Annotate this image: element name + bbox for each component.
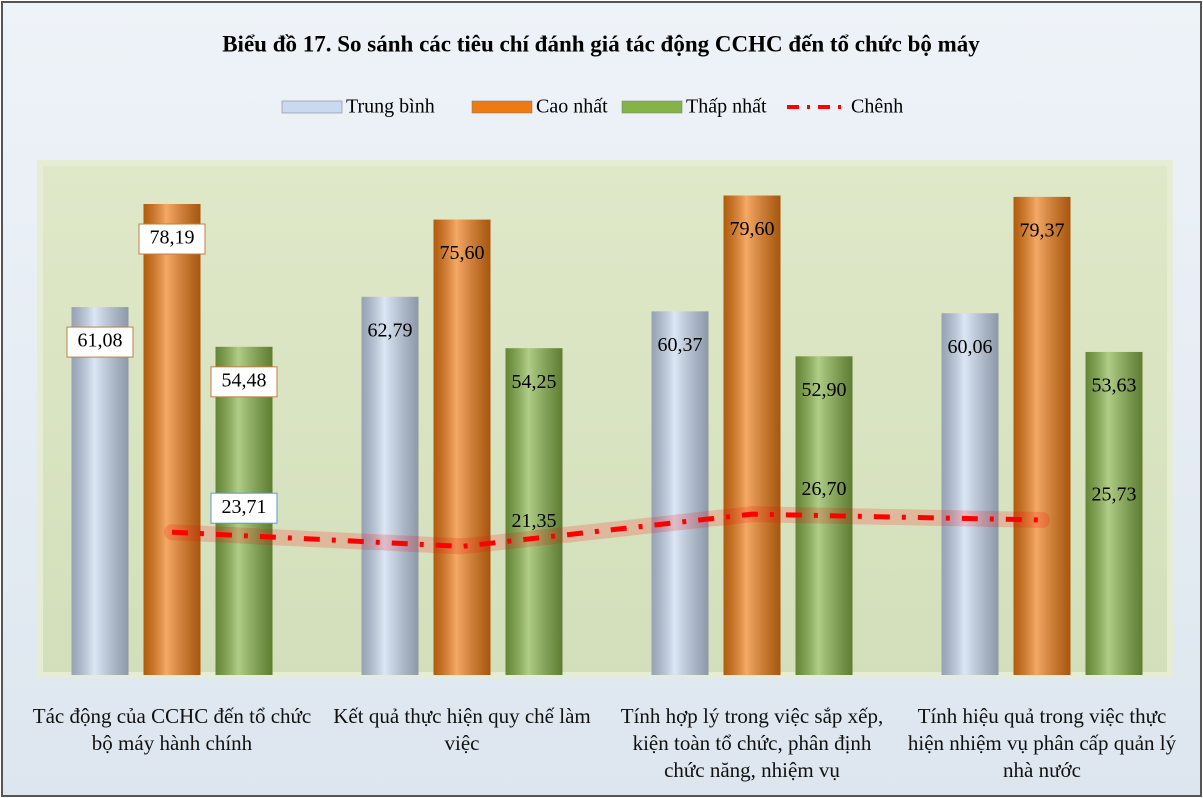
data-label: 26,70 xyxy=(802,478,847,500)
x-tick-label: Tính hợp lý trong việc sắp xếp, kiện toà… xyxy=(620,704,884,782)
legend-swatch xyxy=(471,100,533,114)
bar-shade xyxy=(361,296,419,675)
bar-shade xyxy=(1085,351,1143,675)
data-label-box xyxy=(66,326,134,358)
bar-shade xyxy=(143,204,201,675)
chart-title: Biểu đồ 17. So sánh các tiêu chí đánh gi… xyxy=(222,31,980,56)
data-label: 54,25 xyxy=(512,371,557,393)
data-label: 79,60 xyxy=(730,218,775,240)
x-tick-label: Tác động của CCHC đến tổ chức bộ máy hàn… xyxy=(32,704,312,755)
data-label: 61,08 xyxy=(78,330,123,352)
data-label: 78,19 xyxy=(150,227,195,249)
data-label: 23,71 xyxy=(222,496,267,518)
legend-swatch xyxy=(621,100,683,114)
bar-shade xyxy=(433,219,491,676)
data-label: 60,06 xyxy=(948,336,993,358)
legend-swatch xyxy=(281,100,343,114)
data-label: 54,48 xyxy=(222,369,267,391)
data-label: 75,60 xyxy=(440,242,485,264)
bar-shade xyxy=(1013,196,1071,675)
data-label-box xyxy=(210,366,278,398)
bar-shade xyxy=(651,311,709,675)
data-label: 21,35 xyxy=(512,510,557,532)
bar-shade xyxy=(723,195,781,676)
data-label: 25,73 xyxy=(1092,484,1137,506)
data-label: 79,37 xyxy=(1020,220,1065,242)
legend-label: Thấp nhất xyxy=(686,96,767,118)
bar-shade xyxy=(941,313,999,675)
data-label-box xyxy=(138,223,206,255)
legend-label: Cao nhất xyxy=(536,96,608,118)
legend-label: Chênh xyxy=(851,96,903,118)
bar-shade xyxy=(505,348,563,675)
legend-label: Trung bình xyxy=(346,96,435,118)
data-label: 62,79 xyxy=(368,319,413,341)
x-tick-label: Tính hiệu quả trong việc thực hiện nhiệm… xyxy=(907,704,1177,782)
data-label: 52,90 xyxy=(802,379,847,401)
data-label: 60,37 xyxy=(658,334,703,356)
data-label: 53,63 xyxy=(1092,375,1137,397)
bar-shade xyxy=(71,307,129,675)
x-tick-label: Kết quả thực hiện quy chế làm việc xyxy=(333,704,591,755)
plot-area xyxy=(37,160,1173,678)
data-label-box xyxy=(210,492,278,524)
line xyxy=(171,511,1043,549)
